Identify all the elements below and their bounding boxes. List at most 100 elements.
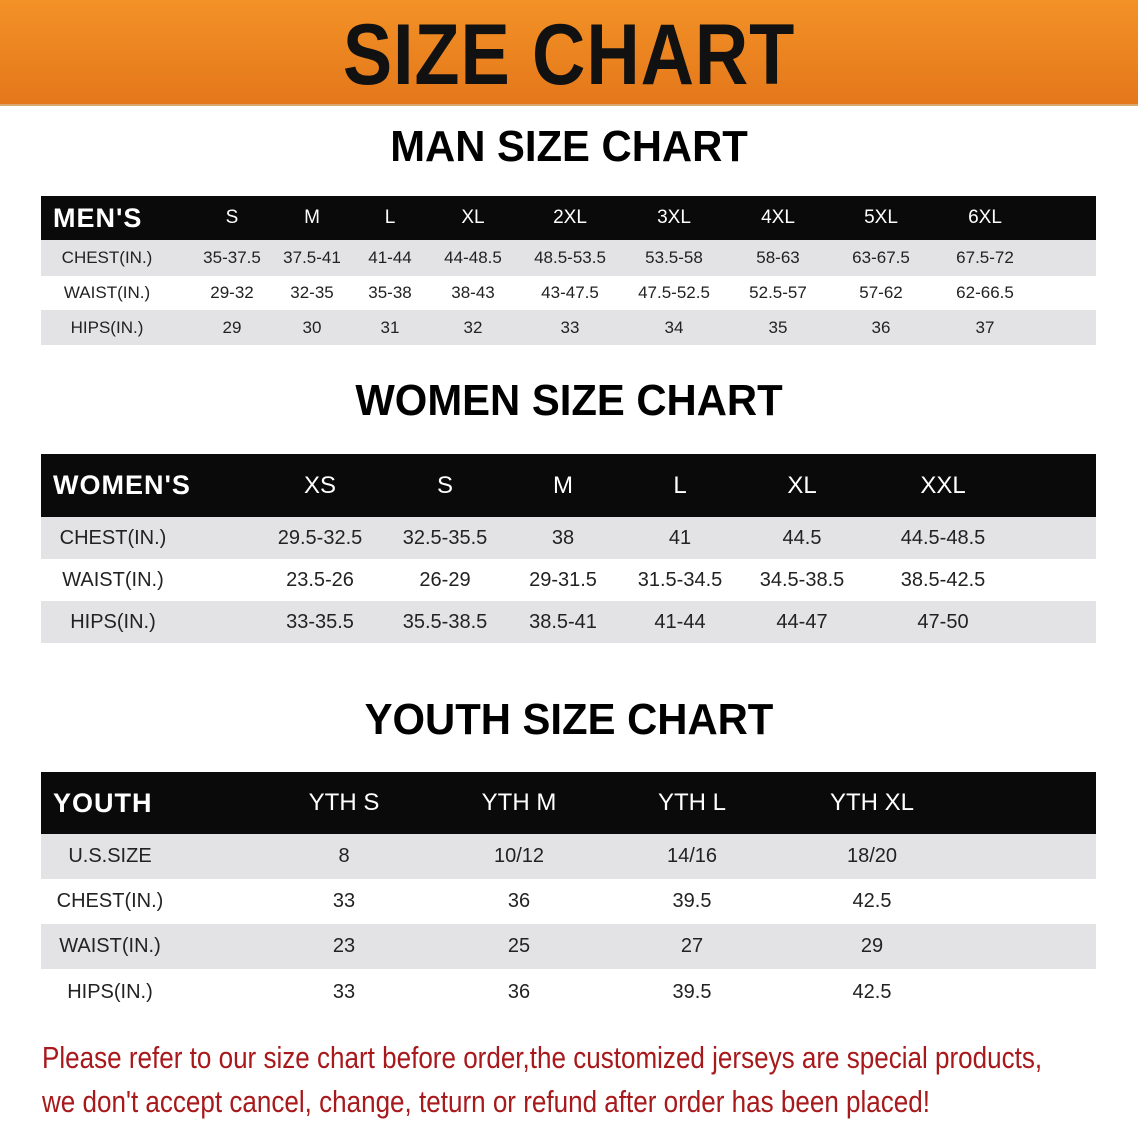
size-header-cell: 2XL xyxy=(553,207,587,228)
value-cell: 44-47 xyxy=(776,610,828,633)
size-header-cell: XL xyxy=(787,471,817,499)
measure-label-cell: WAIST(IN.) xyxy=(62,568,164,591)
value-cell: 29 xyxy=(860,935,884,957)
value-cell: 57-62 xyxy=(859,283,903,302)
value-cell: 42.5 xyxy=(852,980,892,1003)
size-header-cell: L xyxy=(673,471,687,499)
value-cell: 36 xyxy=(507,980,531,1003)
value-cell: 44.5 xyxy=(782,526,822,549)
value-cell: 38.5-41 xyxy=(529,610,597,633)
women-section-title: WOMEN SIZE CHART xyxy=(355,376,783,425)
value-cell: 33 xyxy=(332,890,356,912)
value-cell: 31.5-34.5 xyxy=(637,568,723,591)
value-cell: 37 xyxy=(975,317,995,337)
value-cell: 35 xyxy=(768,317,788,337)
value-cell: 27 xyxy=(680,935,704,957)
value-cell: 29-31.5 xyxy=(529,568,597,591)
value-cell: 37.5-41 xyxy=(283,248,341,267)
size-header-cell: XS xyxy=(303,471,337,499)
value-cell: 44-48.5 xyxy=(444,248,502,267)
table-header-row: WOMEN'S XS S M L XL XXL xyxy=(41,454,1096,517)
size-header-cell: YTH M xyxy=(481,789,557,816)
value-cell: 41-44 xyxy=(654,610,706,633)
table-row: WAIST(IN.) 29-32 32-35 35-38 38-43 43-47.5 47.… xyxy=(41,276,1096,310)
table-title-cell: WOMEN'S xyxy=(53,470,191,500)
measure-label-cell: HIPS(IN.) xyxy=(67,980,153,1003)
value-cell: 8 xyxy=(338,845,350,867)
value-cell: 48.5-53.5 xyxy=(534,248,606,267)
measure-label-cell: WAIST(IN.) xyxy=(63,283,151,302)
size-header-cell: 6XL xyxy=(968,207,1002,228)
value-cell: 38 xyxy=(551,526,575,549)
table-row: CHEST(IN.) 29.5-32.5 32.5-35.5 38 41 44.5 44.5… xyxy=(41,517,1096,559)
size-header-cell: XL xyxy=(461,207,485,228)
value-cell: 25 xyxy=(507,935,531,957)
measure-label-cell: HIPS(IN.) xyxy=(70,610,156,633)
value-cell: 42.5 xyxy=(852,890,892,912)
table-header-row: YOUTH YTH S YTH M YTH L YTH XL xyxy=(41,772,1096,834)
value-cell: 62-66.5 xyxy=(956,283,1014,302)
disclaimer-note: Please refer to our size chart before or… xyxy=(42,1036,1126,1124)
table-row: HIPS(IN.) 33-35.5 35.5-38.5 38.5-41 41-44 44-… xyxy=(41,601,1096,643)
table-row: WAIST(IN.) 23.5-26 26-29 29-31.5 31.5-34.5 34… xyxy=(41,559,1096,601)
men-section-title: MAN SIZE CHART xyxy=(390,122,748,171)
banner-title: SIZE CHART xyxy=(342,7,796,103)
youth-section-title: YOUTH SIZE CHART xyxy=(364,695,774,744)
size-header-cell: 5XL xyxy=(864,207,898,228)
value-cell: 35-37.5 xyxy=(203,248,261,267)
value-cell: 29.5-32.5 xyxy=(277,526,363,549)
value-cell: 29 xyxy=(222,317,242,337)
value-cell: 41-44 xyxy=(368,248,412,267)
size-header-cell: XXL xyxy=(920,471,966,499)
table-row: CHEST(IN.) 35-37.5 37.5-41 41-44 44-48.5 48.5… xyxy=(41,240,1096,276)
table-row: HIPS(IN.) 29 30 31 32 33 34 35 36 37 xyxy=(41,310,1096,345)
measure-label-cell: WAIST(IN.) xyxy=(59,935,161,957)
value-cell: 36 xyxy=(871,317,891,337)
table-title-cell: YOUTH xyxy=(53,787,153,818)
value-cell: 34 xyxy=(664,317,684,337)
value-cell: 32-35 xyxy=(290,283,334,302)
value-cell: 32 xyxy=(463,317,483,337)
value-cell: 33 xyxy=(332,980,356,1003)
value-cell: 47.5-52.5 xyxy=(638,283,710,302)
value-cell: 39.5 xyxy=(672,890,712,912)
measure-label-cell: U.S.SIZE xyxy=(68,845,152,867)
value-cell: 14/16 xyxy=(666,845,718,867)
size-header-cell: YTH S xyxy=(308,789,380,816)
value-cell: 53.5-58 xyxy=(645,248,703,267)
banner: SIZE CHART xyxy=(0,0,1138,106)
value-cell: 34.5-38.5 xyxy=(759,568,845,591)
size-header-cell: 4XL xyxy=(761,207,795,228)
table-title-cell: MEN'S xyxy=(53,202,143,233)
table-row: CHEST(IN.) 33 36 39.5 42.5 xyxy=(41,879,1096,924)
value-cell: 36 xyxy=(507,890,531,912)
size-header-cell: YTH XL xyxy=(829,789,915,816)
value-cell: 38-43 xyxy=(451,283,495,302)
value-cell: 52.5-57 xyxy=(749,283,807,302)
size-header-cell: M xyxy=(304,207,320,228)
measure-label-cell: CHEST(IN.) xyxy=(61,248,153,267)
value-cell: 44.5-48.5 xyxy=(900,526,986,549)
size-header-cell: S xyxy=(225,207,239,228)
table-row: WAIST(IN.) 23 25 27 29 xyxy=(41,924,1096,969)
value-cell: 33-35.5 xyxy=(286,610,354,633)
value-cell: 23 xyxy=(332,935,356,957)
size-header-cell: M xyxy=(553,471,573,499)
size-header-cell: YTH L xyxy=(657,789,727,816)
measure-label-cell: CHEST(IN.) xyxy=(56,890,164,912)
size-header-cell: L xyxy=(384,207,396,228)
value-cell: 41 xyxy=(668,526,692,549)
disclaimer-line-2: we don't accept cancel, change, teturn o… xyxy=(42,1084,931,1119)
value-cell: 43-47.5 xyxy=(541,283,599,302)
value-cell: 18/20 xyxy=(846,845,898,867)
value-cell: 39.5 xyxy=(672,980,712,1003)
size-header-cell: 3XL xyxy=(657,207,691,228)
value-cell: 31 xyxy=(380,317,400,337)
table-header-row: MEN'S S M L XL 2XL 3XL 4XL 5XL 6XL xyxy=(41,196,1096,240)
value-cell: 35.5-38.5 xyxy=(402,610,488,633)
value-cell: 35-38 xyxy=(368,283,412,302)
disclaimer-line-1: Please refer to our size chart before or… xyxy=(42,1040,1043,1075)
value-cell: 23.5-26 xyxy=(286,568,354,591)
value-cell: 63-67.5 xyxy=(852,248,910,267)
value-cell: 67.5-72 xyxy=(956,248,1014,267)
